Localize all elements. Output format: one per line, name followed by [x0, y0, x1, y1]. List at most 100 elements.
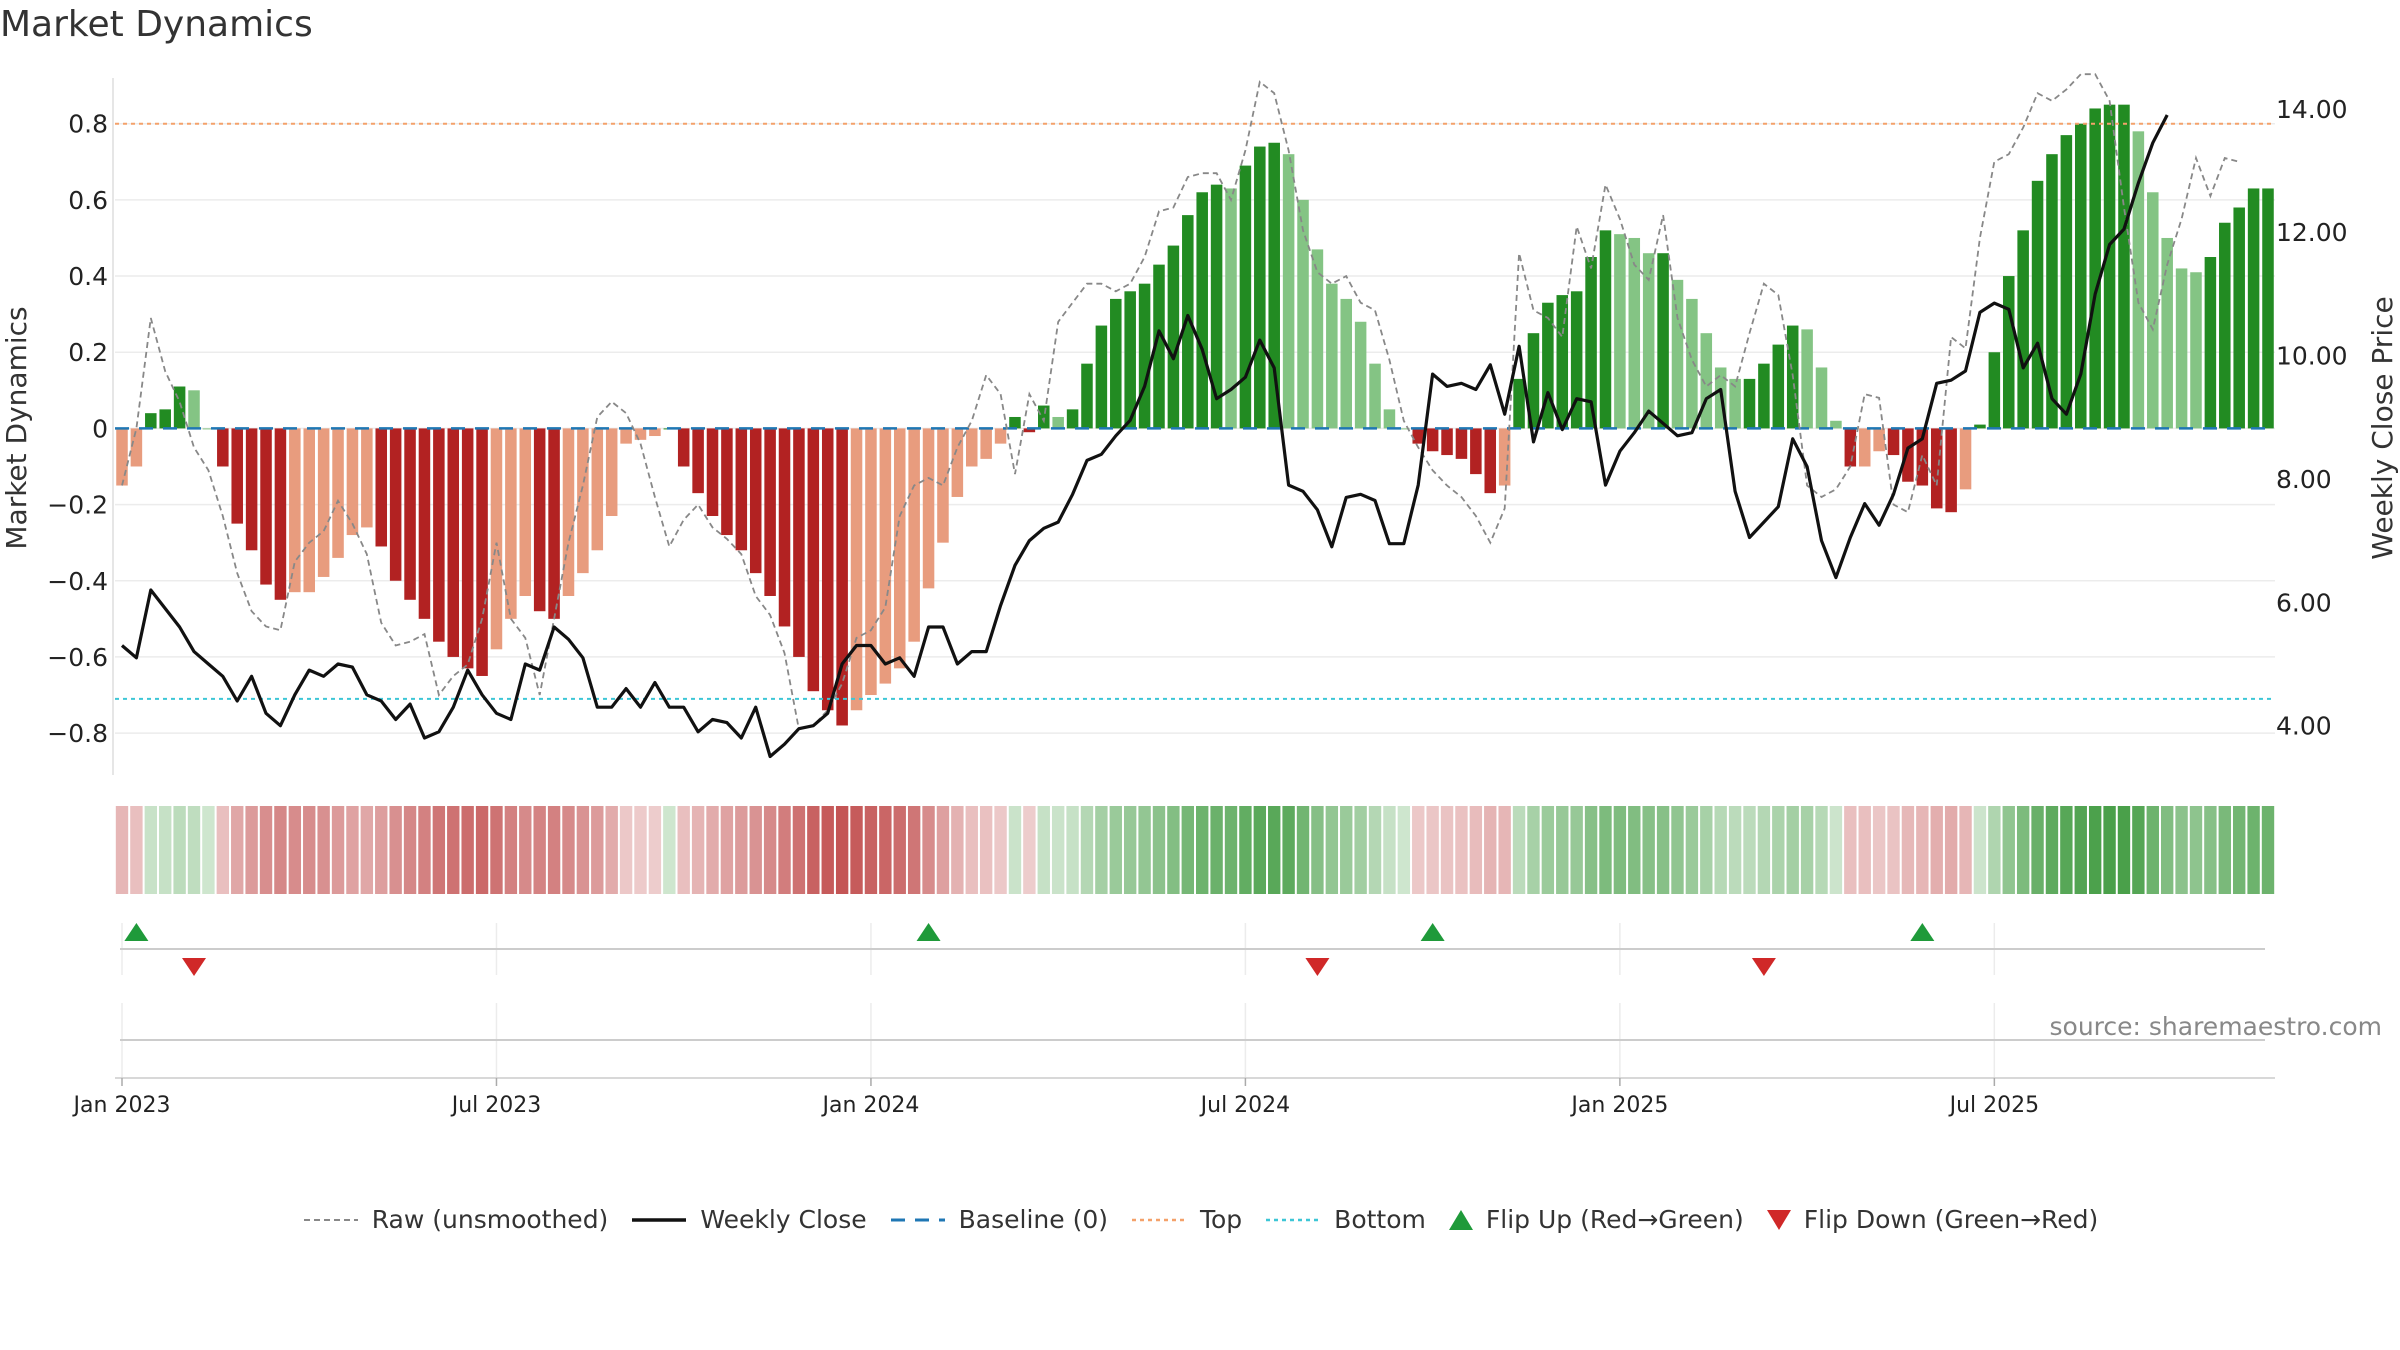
- regime-strip-cell: [2160, 806, 2174, 894]
- regime-strip-cell: [360, 806, 374, 894]
- dynamics-bar: [1398, 428, 1410, 430]
- dynamics-bar: [893, 428, 906, 669]
- regime-strip-cell: [1412, 806, 1425, 894]
- dynamics-bar: [2103, 104, 2116, 429]
- flip-down-marker: [182, 958, 207, 976]
- dynamics-bar: [1326, 283, 1338, 429]
- dynamics-bar: [476, 428, 488, 676]
- regime-strip-cell: [1599, 806, 1612, 894]
- dynamics-bar: [577, 428, 589, 574]
- legend-baseline-symbol: [890, 1218, 945, 1221]
- regime-strip-cell: [864, 806, 878, 894]
- regime-strip-cell: [2189, 806, 2203, 894]
- dynamics-bar: [1657, 253, 1669, 429]
- regime-strip-cell: [1858, 806, 1871, 894]
- y-right-tick-label: 4.00: [2276, 712, 2332, 741]
- dynamics-bar: [274, 428, 287, 600]
- dynamics-bar: [1052, 416, 1064, 429]
- dynamics-bar: [1426, 428, 1439, 452]
- regime-strip-cell: [2074, 806, 2087, 894]
- regime-strip-cell: [1671, 806, 1684, 894]
- regime-strip-cell: [2218, 806, 2231, 894]
- regime-strip-cell: [1167, 806, 1180, 894]
- regime-strip: [115, 806, 2275, 894]
- regime-strip-cell: [850, 806, 863, 894]
- dynamics-bar: [418, 428, 431, 619]
- regime-strip-cell: [1368, 806, 1382, 894]
- dynamics-bar: [1729, 378, 1741, 429]
- regime-strip-cell: [720, 806, 734, 894]
- regime-strip-cell: [2103, 806, 2116, 894]
- regime-strip-cell: [677, 806, 690, 894]
- dynamics-bar: [908, 428, 920, 642]
- regime-strip-cell: [1772, 806, 1785, 894]
- dynamics-bar: [965, 428, 978, 467]
- dynamics-bar: [1887, 428, 1900, 456]
- raw-series-line: [121, 73, 2240, 731]
- chart-title: Market Dynamics: [0, 4, 313, 45]
- dynamics-bar: [2233, 207, 2245, 429]
- x-tick-label: Jan 2023: [72, 1093, 171, 1118]
- y-right-tick-label: 14.00: [2276, 95, 2348, 124]
- dynamics-bar: [879, 428, 892, 684]
- regime-strip-cell: [447, 806, 460, 894]
- regime-strip-cell: [1700, 806, 1713, 894]
- dynamics-bar: [591, 428, 604, 551]
- dynamics-bar: [1542, 302, 1554, 429]
- regime-strip-cell: [187, 806, 201, 894]
- regime-strip-cell: [979, 806, 993, 894]
- regime-strip-cell: [173, 806, 186, 894]
- dynamics-bar: [1815, 367, 1828, 429]
- regime-strip-cell: [231, 806, 244, 894]
- dynamics-bar: [1758, 363, 1770, 429]
- dynamics-bar: [1556, 295, 1569, 429]
- flip-down-marker: [1305, 958, 1330, 976]
- dynamics-bar: [2147, 192, 2159, 429]
- regime-strip-cell: [1728, 806, 1742, 894]
- regime-strip-cell: [2146, 806, 2159, 894]
- dynamics-bar: [821, 428, 834, 711]
- dynamics-bar: [1671, 279, 1684, 429]
- regime-strip-cell: [1541, 806, 1555, 894]
- regime-strip-cell: [1455, 806, 1468, 894]
- flip-up-marker: [124, 923, 149, 941]
- regime-strip-cell: [706, 806, 719, 894]
- dynamics-bar: [260, 428, 272, 585]
- dynamics-bar: [1153, 264, 1165, 429]
- flip-down-marker: [1751, 958, 1776, 976]
- legend-label-baseline: Baseline (0): [958, 1205, 1108, 1234]
- dynamics-bar: [505, 428, 517, 619]
- regime-strip-cell: [691, 806, 705, 894]
- dynamics-bar: [1570, 291, 1583, 429]
- dynamics-bar: [1484, 428, 1497, 494]
- dynamics-bar: [1254, 146, 1266, 429]
- regime-strip-cell: [2016, 806, 2030, 894]
- x-axis: Jan 2023 Jul 2023 Jan 2024 Jul 2024 Jan 2025…: [72, 1078, 2039, 1118]
- regime-strip-cell: [2233, 806, 2246, 894]
- dynamics-bar: [1138, 283, 1151, 429]
- regime-strip-cell: [1656, 806, 1670, 894]
- regime-strip-cell: [936, 806, 950, 894]
- regime-strip-cell: [2045, 806, 2059, 894]
- regime-strip-cell: [2247, 806, 2260, 894]
- y-axis-left-label: Market Dynamics: [0, 306, 33, 549]
- dynamics-bar: [778, 428, 791, 627]
- y-left-tick-label: 0.6: [68, 186, 108, 215]
- dynamics-bar: [130, 428, 143, 467]
- legend-top-symbol: [1131, 1218, 1186, 1221]
- dynamics-bar: [2017, 230, 2029, 429]
- dynamics-bar: [2247, 188, 2260, 429]
- dynamics-bar: [1858, 428, 1871, 467]
- dynamics-bar: [548, 428, 560, 619]
- dynamics-bar: [375, 428, 388, 547]
- regime-strip-cell: [1253, 806, 1267, 894]
- y-right-tick-label: 10.00: [2276, 342, 2348, 371]
- regime-strip-cell: [1023, 806, 1036, 894]
- dynamics-bar: [1311, 249, 1324, 429]
- legend-item-bottom: Bottom: [1264, 1205, 1426, 1234]
- dynamics-bar: [1700, 333, 1713, 429]
- dynamics-bar: [1095, 325, 1108, 429]
- y-right-tick-label: 8.00: [2276, 465, 2332, 494]
- dynamics-bar: [361, 428, 373, 528]
- legend-item-baseline: Baseline (0): [889, 1205, 1108, 1234]
